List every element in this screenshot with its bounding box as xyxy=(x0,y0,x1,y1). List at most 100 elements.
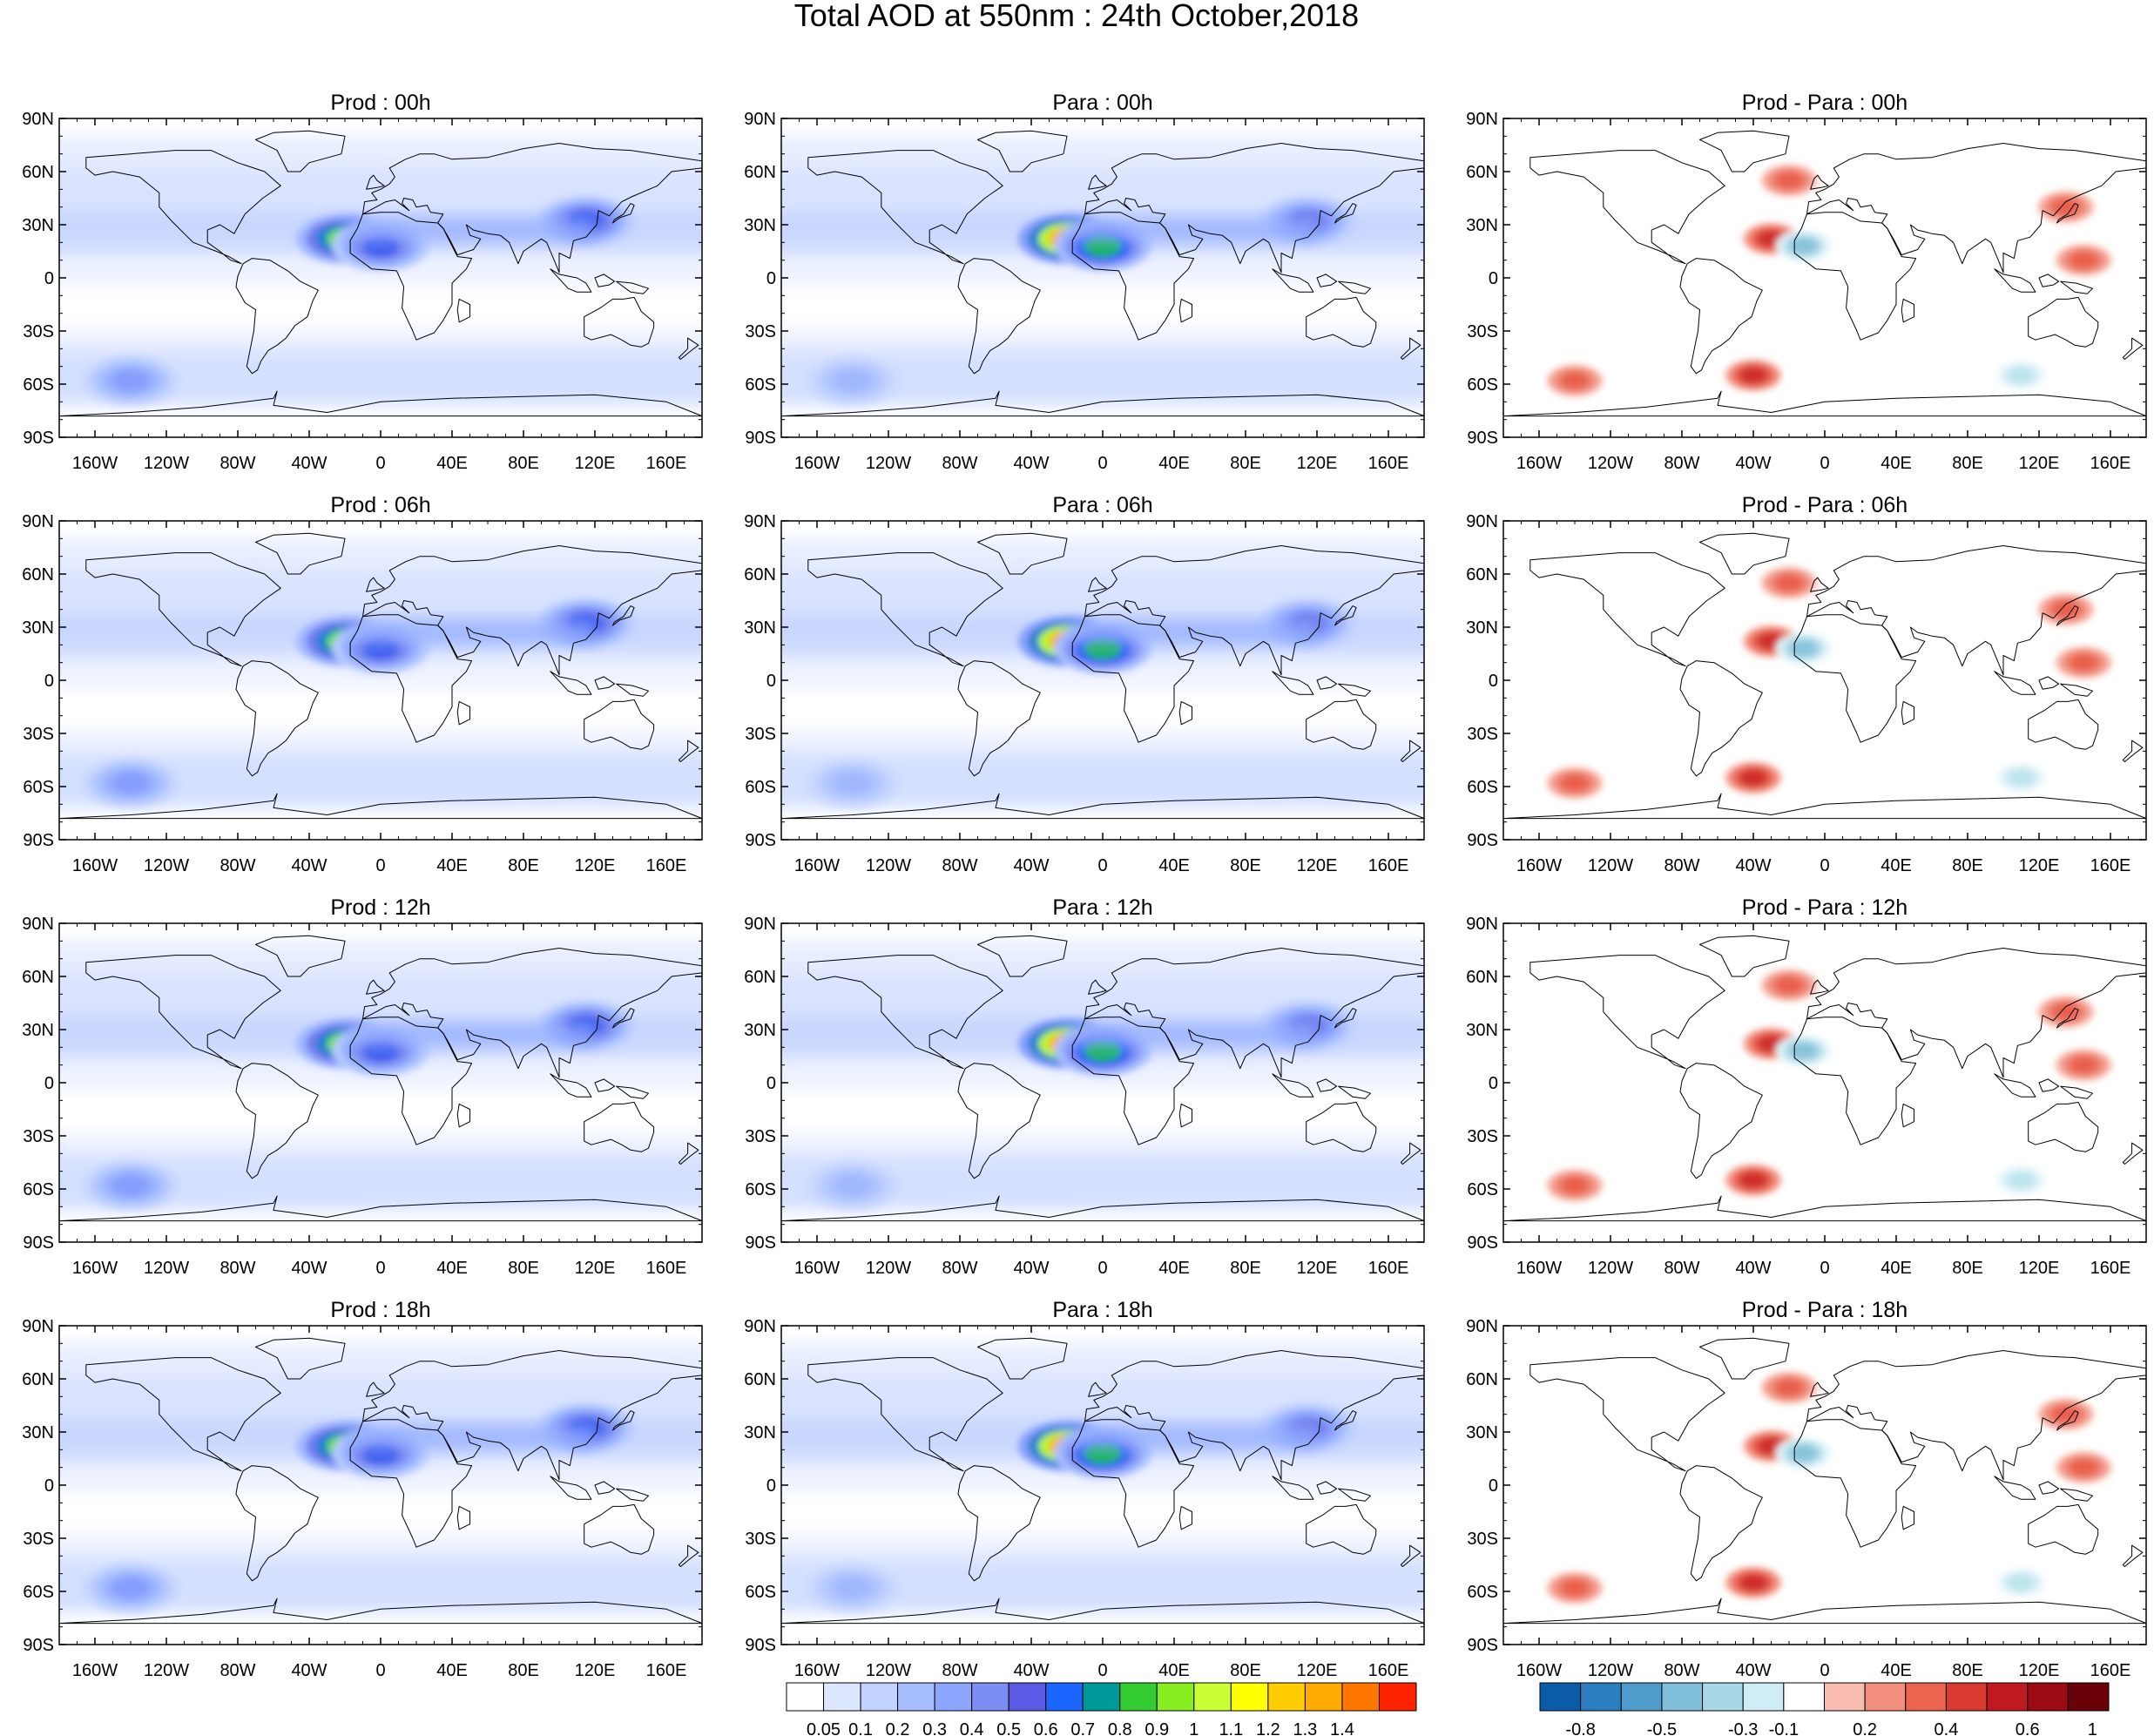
x-tick-label: 120W xyxy=(866,1661,911,1680)
y-tick-label: 60N xyxy=(744,565,776,584)
y-tick-label: 30S xyxy=(1467,725,1498,744)
x-tick-label: 80E xyxy=(1952,856,1983,875)
x-tick-label: 120W xyxy=(1588,856,1633,875)
colorbar-label: 0.1 xyxy=(848,1720,873,1736)
y-tick-label: 90N xyxy=(1466,1317,1498,1336)
y-tick-label: 90S xyxy=(745,831,776,850)
x-tick-label: 160E xyxy=(1368,1259,1409,1278)
y-tick-label: 60N xyxy=(1466,968,1498,987)
y-tick-label: 60N xyxy=(22,565,54,584)
y-tick-label: 30N xyxy=(1466,618,1498,638)
x-tick-label: 160E xyxy=(646,856,687,875)
x-tick-label: 40E xyxy=(1158,1259,1190,1278)
x-tick-label: 120W xyxy=(144,1661,189,1680)
x-tick-label: 160W xyxy=(72,1259,118,1278)
x-tick-label: 40E xyxy=(1158,1661,1190,1680)
difference-hotspot xyxy=(1739,366,1767,384)
difference-hotspot xyxy=(1561,1578,1589,1597)
x-tick-label: 160E xyxy=(2090,1661,2131,1680)
y-tick-label: 90S xyxy=(23,831,54,850)
x-tick-label: 80W xyxy=(1664,454,1699,473)
y-tick-label: 30S xyxy=(1467,322,1498,341)
x-tick-label: 40E xyxy=(1158,856,1190,875)
y-tick-label: 0 xyxy=(766,1074,776,1093)
x-tick-label: 120E xyxy=(575,1661,616,1680)
x-tick-label: 80W xyxy=(219,454,255,473)
y-tick-label: 60S xyxy=(23,778,54,797)
aod-hotspot xyxy=(834,1174,872,1197)
difference-hotspot xyxy=(2051,600,2080,618)
x-tick-label: 80E xyxy=(508,1661,539,1680)
y-tick-label: 30S xyxy=(23,322,54,341)
y-tick-label: 30S xyxy=(745,1530,776,1549)
x-tick-label: 120E xyxy=(575,856,616,875)
colorbar-label: 1.3 xyxy=(1293,1720,1318,1736)
colorbar-swatch xyxy=(1783,1682,1826,1712)
colorbar-label: 0.05 xyxy=(807,1720,841,1736)
y-tick-label: 60S xyxy=(1467,1180,1498,1199)
y-tick-label: 30S xyxy=(745,322,776,341)
panel-title: Para : 18h xyxy=(1052,1298,1152,1322)
coastlines xyxy=(59,532,702,820)
colorbar-swatch xyxy=(1539,1682,1582,1712)
x-tick-label: 40E xyxy=(1881,856,1912,875)
x-tick-label: 80E xyxy=(508,856,539,875)
x-tick-label: 40W xyxy=(1735,856,1771,875)
y-tick-label: 0 xyxy=(44,1074,54,1093)
colorbar-swatch xyxy=(1156,1682,1195,1712)
colorbar-swatch xyxy=(1864,1682,1907,1712)
colorbar-label: -0.1 xyxy=(1769,1720,1799,1736)
x-tick-label: 160E xyxy=(2090,1259,2131,1278)
x-tick-label: 40E xyxy=(1158,454,1190,473)
x-tick-label: 120E xyxy=(575,454,616,473)
aod-field xyxy=(781,923,1424,1242)
map-panel: Prod - Para : 00h 90N 60N 30N 0 30S 60S 90S 160W… xyxy=(1466,91,2147,473)
colorbar-swatch xyxy=(860,1682,899,1712)
x-tick-label: 160W xyxy=(72,454,118,473)
map-panel: Para : 12h 90N 60N 30N 0 30S 60S 90S 160W 120W 80W… xyxy=(744,895,1425,1278)
y-tick-label: 60N xyxy=(1466,163,1498,182)
panel-title: Prod - Para : 12h xyxy=(1742,895,1908,920)
difference-hotspot xyxy=(1775,1379,1803,1397)
x-tick-label: 80E xyxy=(508,454,539,473)
colorbar-swatch xyxy=(1119,1682,1158,1712)
y-tick-label: 90S xyxy=(745,1233,776,1253)
colorbar-label: 1.1 xyxy=(1219,1720,1243,1736)
y-tick-label: 30S xyxy=(23,1530,54,1549)
colorbar-label: -0.5 xyxy=(1647,1720,1677,1736)
difference-hotspot xyxy=(1775,976,1803,995)
map-panel: Prod : 12h 90N 60N 30N 0 30S 60S 90S 160W 120W 80W… xyxy=(22,895,703,1278)
aod-field xyxy=(1503,118,2146,437)
x-tick-label: 0 xyxy=(1097,856,1107,875)
y-tick-label: 30N xyxy=(22,1021,54,1040)
panel-title: Para : 12h xyxy=(1052,895,1152,920)
difference-hotspot xyxy=(1739,1573,1767,1591)
colorbar-label: 1 xyxy=(2088,1720,2097,1736)
y-tick-label: 30S xyxy=(1467,1530,1498,1549)
x-tick-label: 80E xyxy=(1952,1259,1983,1278)
difference-hotspot xyxy=(2007,1171,2036,1189)
y-tick-label: 0 xyxy=(1489,1476,1498,1496)
y-tick-label: 60N xyxy=(744,1370,776,1389)
aod-hotspot xyxy=(834,369,872,392)
x-tick-label: 120W xyxy=(866,1259,911,1278)
x-tick-label: 120E xyxy=(1297,1259,1338,1278)
x-tick-label: 120W xyxy=(1588,1661,1633,1680)
x-tick-label: 120E xyxy=(2019,1259,2060,1278)
difference-hotspot xyxy=(2051,198,2080,216)
x-tick-label: 80E xyxy=(1952,454,1983,473)
colorbar-label: -0.8 xyxy=(1565,1720,1595,1736)
x-tick-label: 160E xyxy=(1368,1661,1409,1680)
aod-field xyxy=(1503,923,2146,1242)
x-tick-label: 120W xyxy=(144,1259,189,1278)
y-tick-label: 30S xyxy=(745,1127,776,1146)
map-panel: Prod : 06h 90N 60N 30N 0 30S 60S 90S 160W 120W 80W… xyxy=(22,493,703,875)
aod-field xyxy=(59,923,702,1242)
x-tick-label: 40E xyxy=(1881,454,1912,473)
x-tick-label: 80W xyxy=(942,856,977,875)
x-tick-label: 40E xyxy=(436,1661,468,1680)
x-tick-label: 40E xyxy=(1881,1259,1912,1278)
colorbar-swatch xyxy=(1580,1682,1622,1712)
y-tick-label: 60N xyxy=(22,968,54,987)
x-tick-label: 40W xyxy=(1013,1259,1049,1278)
